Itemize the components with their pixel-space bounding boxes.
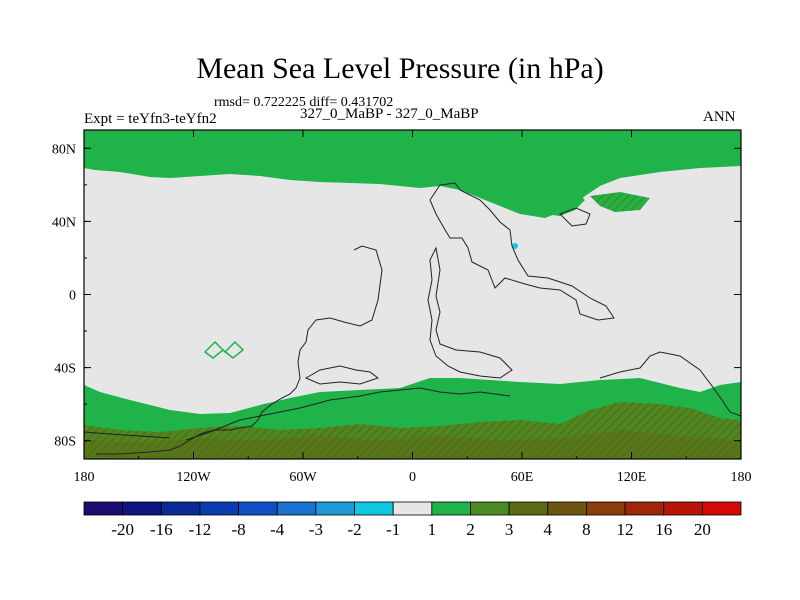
colorbar-swatch <box>392 501 433 516</box>
colorbar-label: -8 <box>232 520 246 539</box>
colorbar-label: -4 <box>270 520 285 539</box>
colorbar-label: 3 <box>505 520 514 539</box>
colorbar-swatch <box>470 501 510 516</box>
region-pacific-hatch <box>203 340 245 359</box>
colorbar-label: -20 <box>111 520 134 539</box>
colorbar-label: -16 <box>150 520 173 539</box>
x-axis: 180 120W 60W 0 60E 120E 180 <box>74 130 752 485</box>
colorbar-swatch <box>701 501 742 516</box>
colorbar-swatch <box>354 501 394 516</box>
colorbar: -20 -16 -12 -8 -4 -3 -2 -1 1 2 3 4 8 12 16 20 <box>83 501 742 539</box>
y-tick-label: 80N <box>52 142 76 157</box>
y-tick-label: 0 <box>69 289 76 304</box>
case-label: 327_0_MaBP - 327_0_MaBP <box>300 106 479 122</box>
x-tick-label: 120E <box>617 470 647 485</box>
colorbar-swatch <box>663 501 703 516</box>
y-tick-label: 80S <box>54 435 76 450</box>
chart-title: Mean Sea Level Pressure (in hPa) <box>196 52 604 85</box>
colorbar-swatch <box>83 501 124 516</box>
x-tick-label: 120W <box>176 470 211 485</box>
colorbar-label: -2 <box>347 520 361 539</box>
y-tick-label: 40S <box>54 362 76 377</box>
x-tick-label: 60E <box>511 470 534 485</box>
season-label: ANN <box>703 109 736 125</box>
region-north-hatch <box>590 192 650 212</box>
x-tick-label: 180 <box>74 470 95 485</box>
y-axis: 80N 40N 0 40S 80S <box>52 142 741 450</box>
colorbar-label: 20 <box>694 520 711 539</box>
colorbar-label: 1 <box>428 520 437 539</box>
colorbar-swatch <box>199 501 239 516</box>
colorbar-label: 8 <box>582 520 591 539</box>
chart-stats: rmsd= 0.722225 diff= 0.431702 <box>214 95 394 110</box>
colorbar-swatch <box>315 501 355 516</box>
y-tick-label: 40N <box>52 215 76 230</box>
region-south-deepest <box>84 430 741 459</box>
colorbar-swatch <box>547 501 587 516</box>
colorbar-label: 4 <box>544 520 553 539</box>
coastlines <box>84 182 741 455</box>
colorbar-label: -12 <box>189 520 212 539</box>
x-tick-label: 180 <box>731 470 752 485</box>
colorbar-label: 2 <box>466 520 475 539</box>
colorbar-swatch <box>238 501 278 516</box>
colorbar-swatch <box>431 501 471 516</box>
colorbar-swatch <box>276 501 317 516</box>
colorbar-label: 16 <box>655 520 672 539</box>
colorbar-label: 12 <box>617 520 634 539</box>
colorbar-swatch <box>508 501 549 516</box>
experiment-label: Expt = teYfn3-teYfn2 <box>84 111 217 127</box>
region-negative-spot <box>512 243 518 249</box>
x-tick-label: 60W <box>289 470 317 485</box>
colorbar-swatch <box>624 501 665 516</box>
colorbar-label: -1 <box>386 520 400 539</box>
colorbar-swatch <box>586 501 626 516</box>
colorbar-swatch <box>122 501 162 516</box>
colorbar-label: -3 <box>309 520 323 539</box>
colorbar-swatch <box>160 501 201 516</box>
x-tick-label: 0 <box>409 470 416 485</box>
